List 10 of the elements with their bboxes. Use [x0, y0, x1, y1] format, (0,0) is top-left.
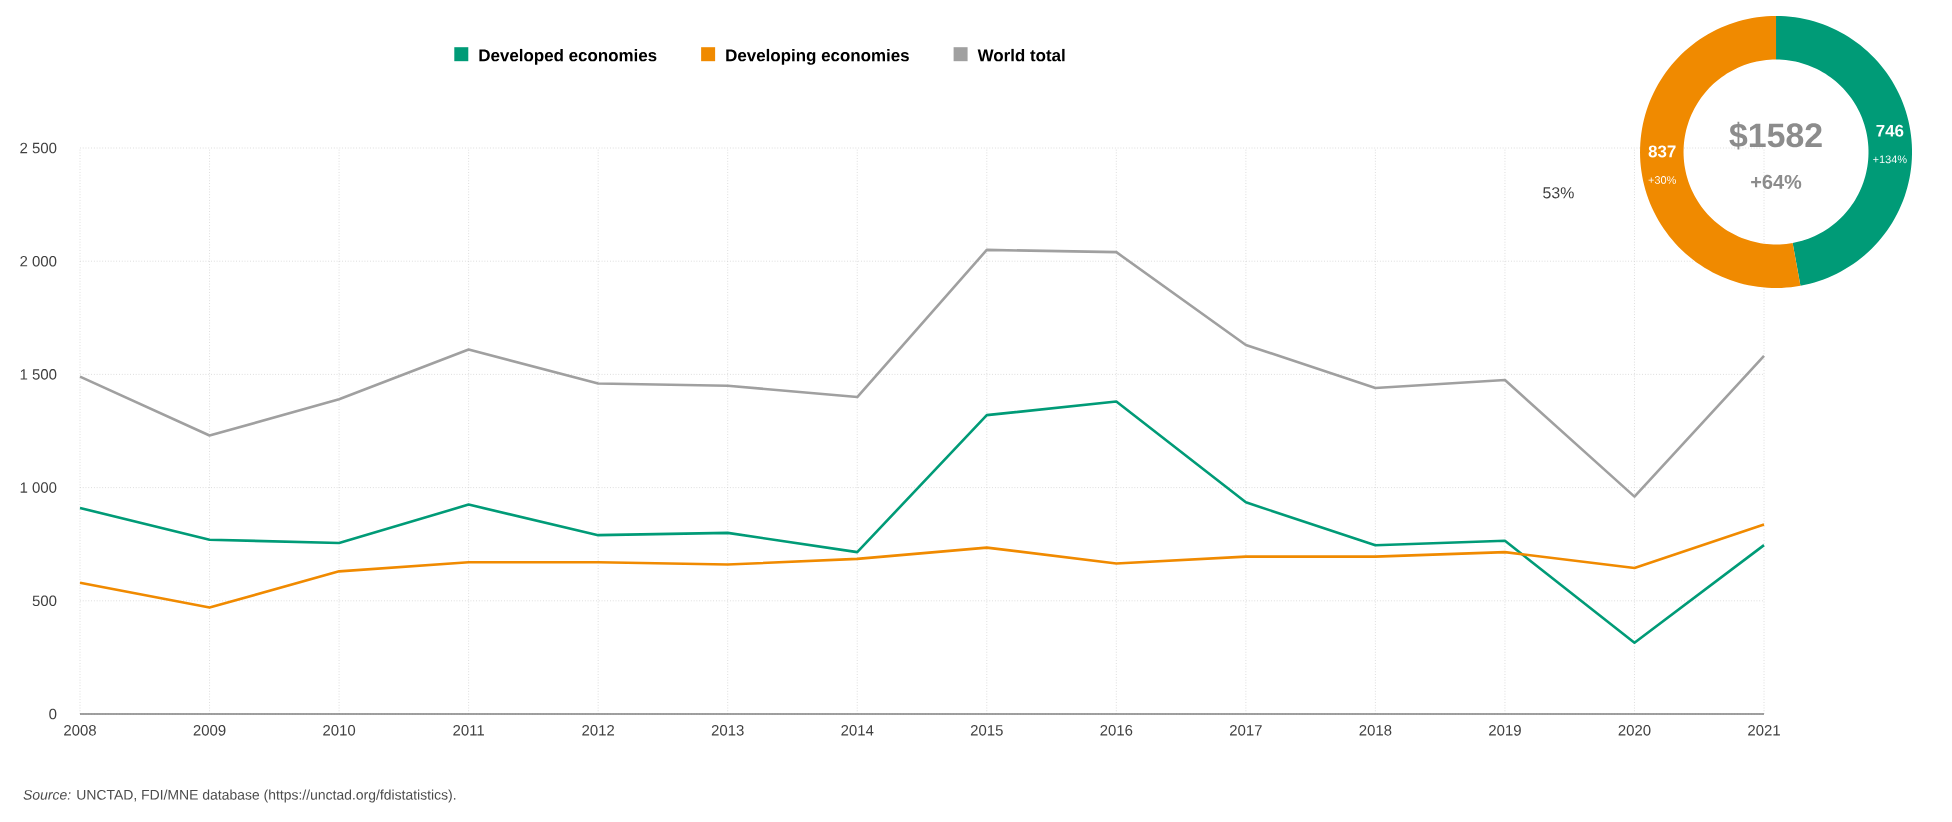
legend-label: World total	[977, 48, 1065, 62]
data-label: 746	[1876, 124, 1904, 137]
line-series	[78, 523, 1766, 609]
annotation: $1582	[1729, 121, 1822, 150]
line-series	[78, 400, 1766, 644]
annotation: +64%	[1751, 174, 1802, 189]
data-label: 837	[1648, 145, 1676, 158]
line-series	[78, 248, 1766, 498]
legend-label: Developing economies	[726, 48, 909, 65]
legend-label: Developed economies	[479, 48, 657, 65]
